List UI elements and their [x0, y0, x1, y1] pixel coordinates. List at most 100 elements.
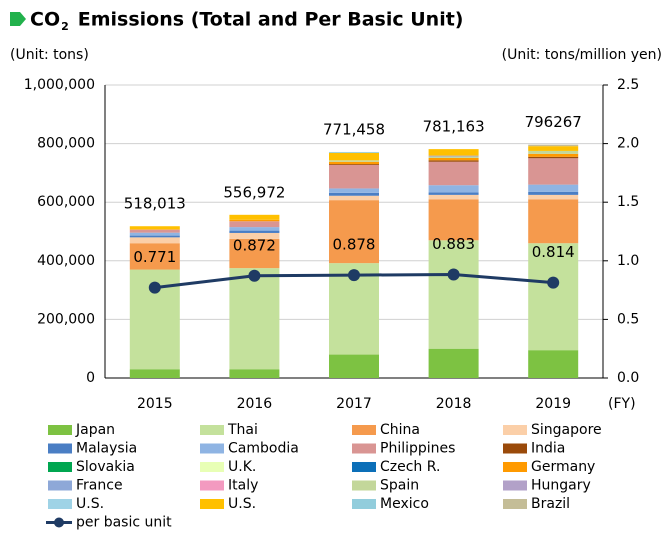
bar-segment: [229, 238, 280, 269]
legend-label: Italy: [228, 478, 258, 494]
legend-label: Mexico: [380, 496, 429, 512]
legend-swatch: [503, 480, 527, 491]
legend-label: per basic unit: [76, 515, 172, 531]
bar-segment: [528, 350, 579, 378]
line-point: [348, 269, 360, 282]
bar-segment: [329, 164, 379, 189]
legend-label: U.S.: [76, 496, 104, 512]
legend-swatch: [200, 480, 224, 491]
bar-segment: [229, 232, 280, 239]
legend-label: Spain: [380, 478, 419, 494]
y-tick-label: 0: [86, 370, 95, 386]
bar-segment: [528, 156, 579, 159]
y2-tick-label: 2.0: [617, 136, 639, 152]
bar-segment: [528, 144, 579, 147]
y-unit-label: (Unit: tons): [10, 47, 89, 63]
bar-segment: [229, 219, 280, 222]
bar-segment: [428, 199, 479, 241]
legend-label: U.K.: [228, 459, 256, 475]
bar-segment: [229, 227, 280, 231]
bar-segment: [229, 230, 280, 233]
bar-segment: [528, 199, 579, 244]
legend-swatch: [48, 499, 72, 509]
chart-title-rest: Emissions (Total and Per Basic Unit): [78, 9, 464, 31]
bar-segment: [329, 161, 379, 165]
bar-segment: [329, 188, 379, 193]
bar-segment: [129, 229, 180, 233]
y2-tick-label: 0.5: [617, 311, 639, 327]
total-label: 771,458: [323, 120, 385, 138]
bar-segment: [428, 185, 479, 193]
y2-tick-label: 1.5: [617, 194, 639, 210]
legend-swatch: [200, 425, 224, 435]
legend-label: Japan: [75, 422, 115, 438]
legend-swatch: [352, 499, 376, 509]
legend-swatch: [352, 443, 376, 454]
x-tick-label: 2019: [535, 396, 571, 412]
y-tick-label: 1,000,000: [24, 77, 95, 93]
line-point: [248, 269, 261, 282]
bar-segment: [428, 192, 479, 195]
bar-segment: [428, 240, 479, 349]
line-value-label: 0.771: [133, 248, 176, 266]
line-point: [447, 268, 460, 281]
bar-segment: [329, 192, 379, 196]
line-value-label: 0.883: [432, 235, 475, 253]
legend-label: Cambodia: [228, 441, 299, 457]
bar-segment: [229, 221, 280, 228]
bar-segment: [229, 214, 280, 220]
bar-segment: [428, 194, 479, 200]
legend-swatch: [48, 443, 72, 454]
bar-segment: [528, 146, 579, 151]
bar-segment: [329, 152, 379, 161]
bar-segment: [229, 268, 280, 370]
legend-swatch: [200, 499, 224, 509]
bar-segment: [428, 149, 479, 156]
y-tick-label: 200,000: [37, 311, 95, 327]
bar-segment: [428, 157, 479, 161]
chart-title-subscript: 2: [61, 20, 69, 33]
line-point: [148, 281, 161, 294]
bar-segment: [528, 243, 579, 351]
bar-segment: [428, 155, 479, 157]
legend-label: China: [380, 422, 420, 438]
bar-segment: [129, 369, 180, 378]
bar-segment: [428, 160, 479, 162]
y-tick-label: 400,000: [37, 253, 95, 269]
bar-segment: [329, 164, 379, 165]
legend-marker: [54, 517, 64, 528]
line-value-label: 0.814: [532, 243, 575, 261]
legend-label: Thai: [227, 422, 258, 438]
bar-segment: [329, 160, 379, 162]
legend-swatch: [48, 425, 72, 435]
bar-segment: [229, 369, 280, 378]
legend-label: Singapore: [531, 422, 602, 438]
x-tick-label: 2016: [237, 396, 273, 412]
legend-swatch: [48, 462, 72, 472]
legend-swatch: [200, 462, 224, 472]
title-icon: [10, 12, 26, 26]
x-unit-label: (FY): [608, 396, 636, 412]
total-label: 518,013: [124, 195, 186, 213]
bar-segment: [129, 226, 180, 230]
bar-segment: [428, 161, 479, 186]
bar-segment: [329, 195, 379, 201]
total-label: 796267: [525, 113, 582, 131]
bar-segment: [329, 354, 379, 378]
legend-swatch: [200, 443, 224, 454]
y2-unit-label: (Unit: tons/million yen): [502, 47, 662, 63]
legend-label: Brazil: [531, 496, 570, 512]
bar-segment: [528, 153, 579, 157]
line-value-label: 0.872: [233, 236, 276, 254]
y2-tick-label: 2.5: [617, 77, 639, 93]
bar-segment: [428, 348, 479, 378]
x-tick-label: 2015: [137, 396, 173, 412]
chart-title: CO: [30, 9, 60, 31]
legend-swatch: [48, 480, 72, 491]
legend-swatch: [503, 499, 527, 509]
legend-label: Malaysia: [76, 441, 137, 457]
bar-segment: [329, 200, 379, 264]
bar-segment: [129, 232, 180, 236]
line-value-label: 0.878: [333, 236, 376, 254]
